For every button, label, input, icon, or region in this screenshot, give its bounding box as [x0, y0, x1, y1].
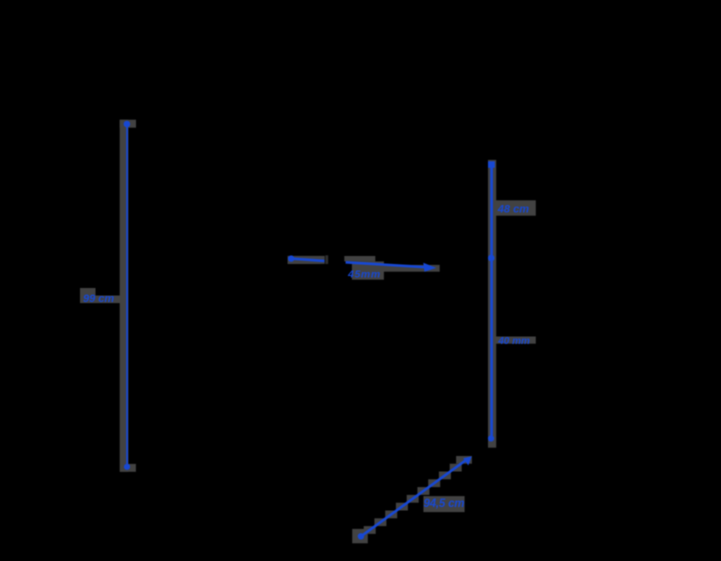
- svg-text:45mm: 45mm: [347, 269, 381, 281]
- svg-text:48 cm: 48 cm: [497, 203, 529, 215]
- svg-text:40 mm: 40 mm: [497, 336, 530, 347]
- svg-text:94,5 cm: 94,5 cm: [424, 498, 465, 510]
- svg-text:99 cm: 99 cm: [83, 293, 114, 305]
